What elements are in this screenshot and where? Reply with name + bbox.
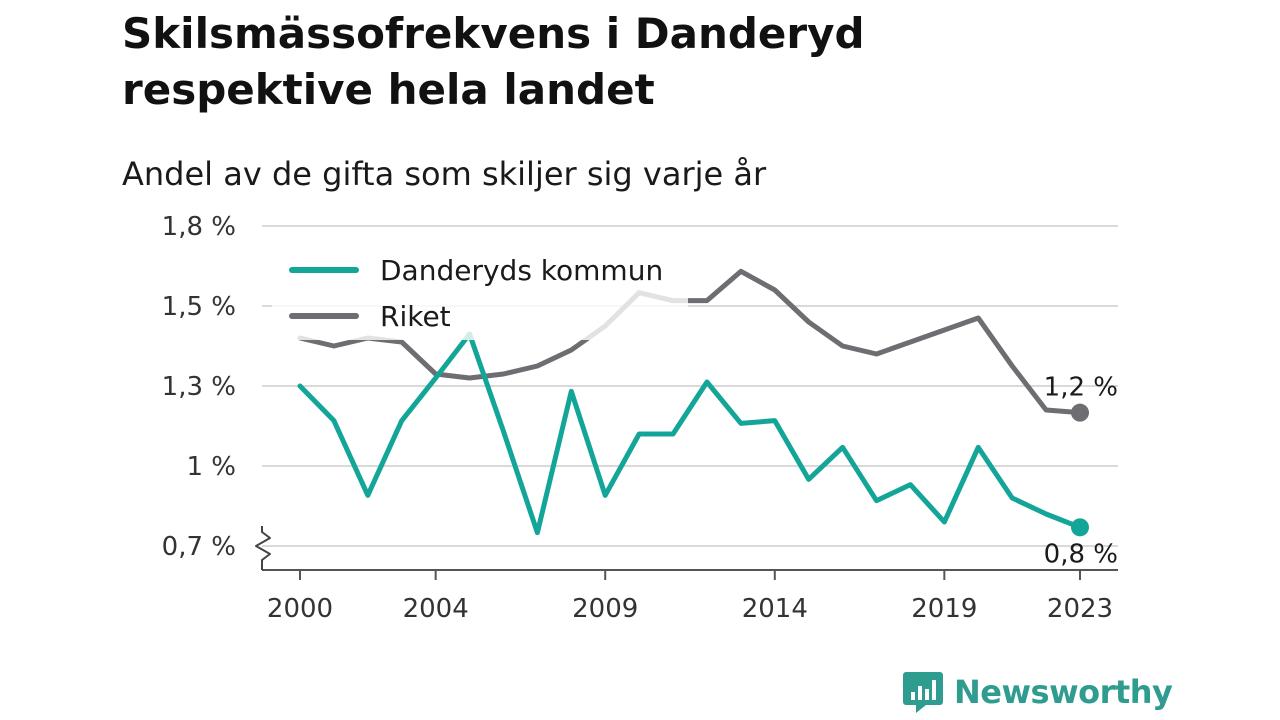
y-tick-label: 1,5 % [162,292,236,322]
y-tick-label: 1,8 % [162,212,236,242]
x-tick-label: 2023 [1047,594,1113,624]
gridlines: 0,7 % 1 % 1,3 % 1,5 % 1,8 % [162,212,1118,562]
x-tick-label: 2004 [403,594,469,624]
legend: Danderyds kommun Riket [289,254,663,333]
legend-label: Danderyds kommun [380,254,663,287]
chart-title: Skilsmässofrekvens i Danderyd respektive… [122,9,865,114]
legend-box [272,240,688,340]
series-line-danderyd [297,331,1083,536]
axis-break-icon [255,526,271,570]
newsworthy-logo: Newsworthy [902,670,1173,714]
legend-label: Riket [380,300,451,333]
end-value-label: 0,8 % [1044,539,1118,569]
x-tick-label: 2000 [267,594,333,624]
y-tick-label: 1,3 % [162,372,236,402]
end-value-label: 1,2 % [1044,373,1118,403]
y-tick-label: 0,7 % [162,532,236,562]
chart-subtitle: Andel av de gifta som skiljer sig varje … [122,155,767,193]
brand-name: Newsworthy [954,673,1173,711]
series-line-riket [297,268,1083,416]
x-tick-label: 2009 [572,594,638,624]
x-tick-label: 2014 [742,594,808,624]
end-point-marker [1071,518,1089,537]
legend-background [272,240,688,340]
newsworthy-logo-icon [903,672,943,713]
x-tick-label: 2019 [911,594,977,624]
end-labels: 1,2 % 0,8 % [1044,373,1118,570]
y-tick-label: 1 % [186,452,236,482]
series-lines [297,268,1089,537]
end-point-marker [1071,403,1089,422]
x-axis: 2000 2004 2009 2014 2019 2023 [255,526,1118,624]
